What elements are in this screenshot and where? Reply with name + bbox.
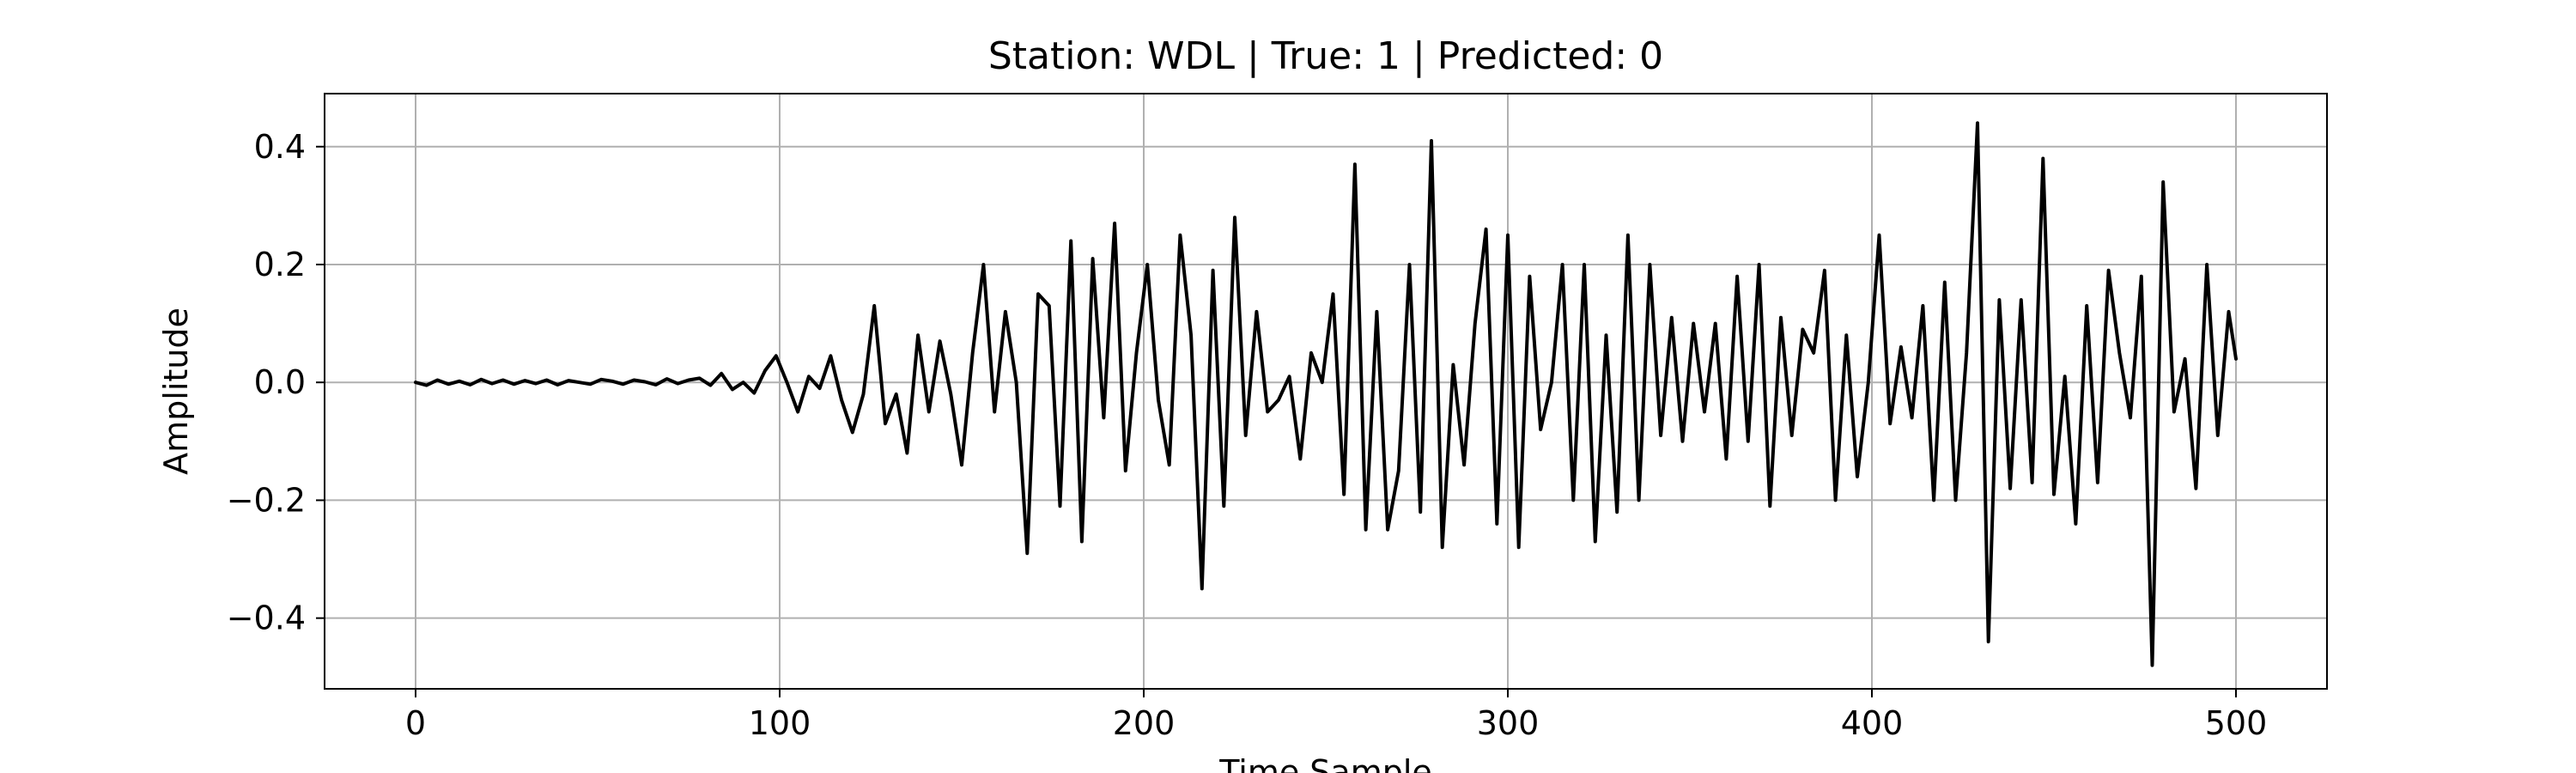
x-axis-label: Time Sample [1218,753,1432,773]
amplitude-series-line [414,121,2238,667]
x-tick-label: 0 [405,704,426,742]
y-tick-label: 0.2 [254,246,306,283]
x-tick-label: 500 [2205,704,2268,742]
x-tick-label: 400 [1841,704,1904,742]
x-tick-label: 300 [1477,704,1540,742]
y-tick-label: −0.2 [227,481,306,519]
x-tick-label: 200 [1113,704,1176,742]
chart-title: Station: WDL | True: 1 | Predicted: 0 [988,34,1663,78]
plot-area-frame [324,93,2328,690]
x-tick-label: 100 [749,704,811,742]
y-tick-label: −0.4 [227,600,306,637]
y-axis-label: Amplitude [157,307,195,475]
y-tick-label: 0.0 [254,363,306,401]
axis-ticks: 0 100 200 300 400 500 0.4 0.2 0.0 −0.2 −0.4 [227,128,2268,742]
y-tick-label: 0.4 [254,128,306,166]
